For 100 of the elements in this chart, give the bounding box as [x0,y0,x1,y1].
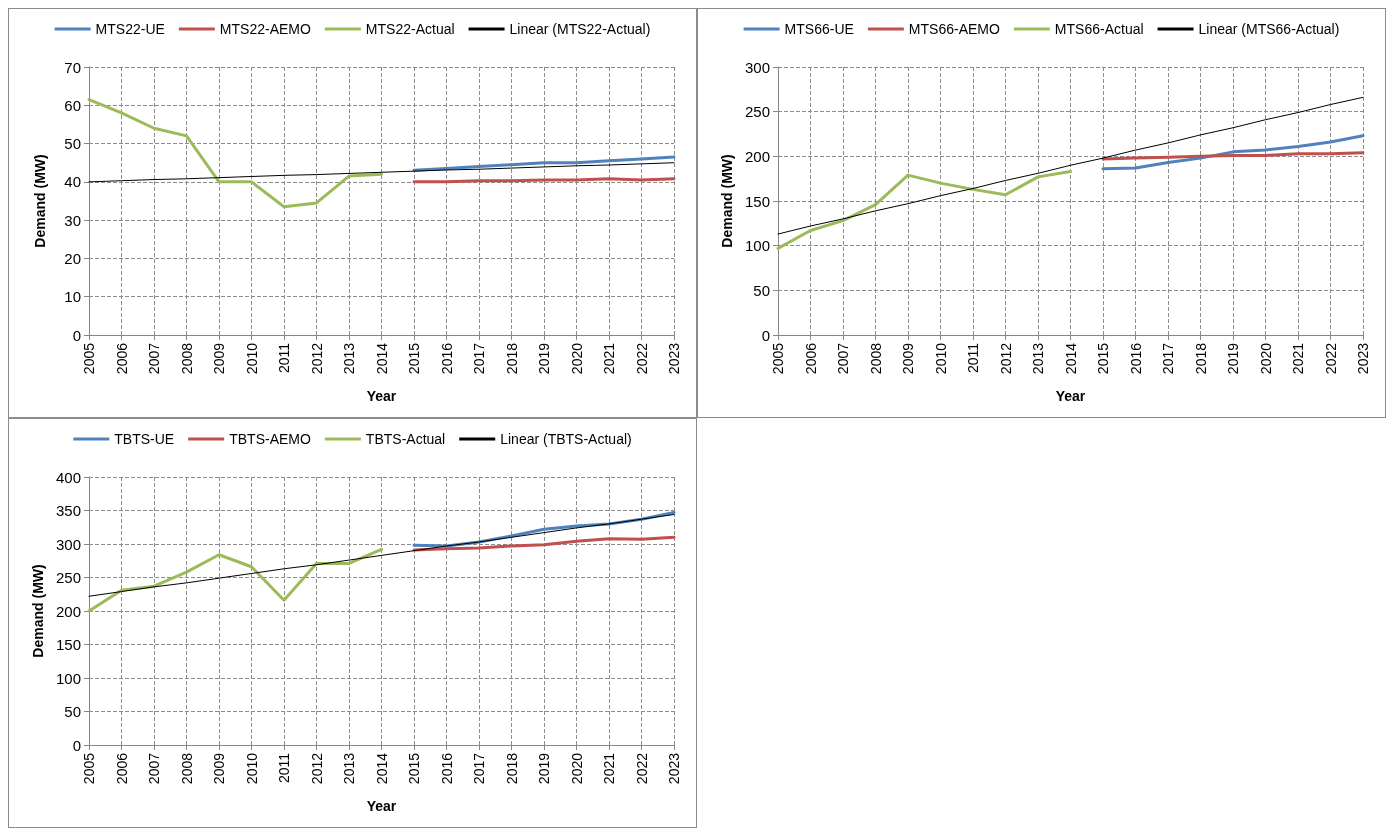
x-tick-label: 2007 [146,752,162,785]
x-tick-label: 2015 [1095,342,1111,375]
y-tick-label: 100 [55,669,81,687]
y-tick-label: 200 [744,147,770,165]
y-tick-label: 0 [761,326,770,344]
y-tick-label: 100 [744,237,770,255]
y-tick-label: 50 [64,703,81,720]
x-tick-label: 2008 [178,752,195,785]
x-tick-label: 2005 [81,342,97,375]
line-series [777,96,1364,235]
legend-label: TBTS-AEMO [229,431,311,447]
x-tick-label: 2008 [178,342,195,375]
y-tick-label: 0 [72,736,81,754]
y-tick-label: 70 [64,58,81,76]
x-tick-label: 2009 [211,752,227,785]
x-tick-label: 2019 [1225,342,1241,375]
x-tick-label: 2008 [867,342,884,375]
x-tick-label: 2020 [568,342,585,375]
x-tick-label: 2005 [770,342,786,375]
legend-label: MTS22-UE [95,21,165,37]
y-tick-label: 400 [55,468,81,486]
x-tick-label: 2013 [1030,342,1046,375]
y-axis-title: Demand (MW) [719,154,736,248]
x-axis-title: Year [366,798,397,814]
line-series [1101,151,1365,161]
x-tick-label: 2010 [243,752,260,785]
y-tick-label: 50 [753,281,770,299]
y-axis-title: Demand (MW) [32,154,48,248]
y-axis-title: Demand (MW) [30,564,47,658]
x-tick-label: 2016 [438,752,455,785]
y-tick-label: 60 [64,96,81,114]
y-tick-label: 300 [744,58,770,76]
x-tick-label: 2006 [113,342,130,375]
x-tick-label: 2007 [835,342,851,375]
x-tick-label: 2017 [471,752,487,785]
x-tick-label: 2019 [536,342,552,375]
line-series [87,98,383,209]
x-tick-label: 2023 [1355,342,1371,375]
x-tick-label: 2012 [308,342,325,375]
x-tick-label: 2020 [1257,342,1274,375]
x-tick-label: 2006 [802,342,819,375]
x-tick-label: 2021 [601,752,617,785]
x-tick-label: 2005 [81,752,97,785]
x-tick-label: 2011 [276,342,292,374]
x-tick-label: 2006 [113,752,130,785]
x-tick-label: 2009 [900,342,916,375]
x-tick-label: 2015 [406,342,422,375]
x-tick-label: 2010 [932,342,949,375]
line-series [88,162,675,183]
y-tick-label: 0 [72,326,81,344]
legend-label: TBTS-Actual [365,431,446,447]
x-tick-label: 2018 [503,752,520,785]
x-tick-label: 2021 [1290,342,1306,375]
x-tick-label: 2007 [146,342,162,375]
line-series [1101,134,1365,171]
x-tick-label: 2011 [276,752,292,784]
x-tick-label: 2016 [438,342,455,375]
x-tick-label: 2010 [243,342,260,375]
legend-label: MTS66-UE [784,21,854,37]
legend-label: MTS66-AEMO [908,21,1000,37]
line-series [88,514,675,597]
x-tick-label: 2022 [633,342,650,375]
x-tick-label: 2014 [373,342,390,375]
x-tick-label: 2014 [373,752,390,785]
x-tick-label: 2022 [633,752,650,785]
line-series [776,170,1072,250]
y-tick-label: 300 [55,535,81,553]
line-series [412,535,676,552]
x-tick-label: 2020 [568,752,585,785]
y-tick-label: 350 [55,502,81,519]
x-tick-label: 2023 [666,342,682,375]
x-tick-label: 2015 [406,752,422,785]
x-tick-label: 2018 [1192,342,1209,375]
x-tick-label: 2019 [536,752,552,785]
x-axis-title: Year [1055,388,1086,404]
legend-label: Linear (MTS66-Actual) [1198,21,1340,37]
x-tick-label: 2012 [308,752,325,785]
line-series [87,547,383,613]
y-tick-label: 250 [55,569,81,586]
y-tick-label: 20 [64,249,81,267]
legend-label: Linear (TBTS-Actual) [500,431,632,447]
y-tick-label: 200 [55,602,81,620]
x-tick-label: 2012 [997,342,1014,375]
x-tick-label: 2021 [601,342,617,375]
y-tick-label: 50 [64,135,81,153]
x-tick-label: 2013 [341,342,357,375]
x-tick-label: 2011 [965,342,981,374]
x-tick-label: 2016 [1127,342,1144,375]
legend-label: TBTS-UE [114,431,175,447]
x-tick-label: 2022 [1322,342,1339,375]
x-tick-label: 2013 [341,752,357,785]
y-tick-label: 150 [55,636,81,653]
x-tick-label: 2017 [1160,342,1176,375]
x-tick-label: 2017 [471,342,487,375]
y-tick-label: 30 [64,211,81,229]
x-tick-label: 2014 [1062,342,1079,375]
x-tick-label: 2009 [211,342,227,375]
legend-label: MTS22-AEMO [219,21,311,37]
legend-label: MTS22-Actual [365,21,455,37]
x-axis-title: Year [366,388,397,404]
